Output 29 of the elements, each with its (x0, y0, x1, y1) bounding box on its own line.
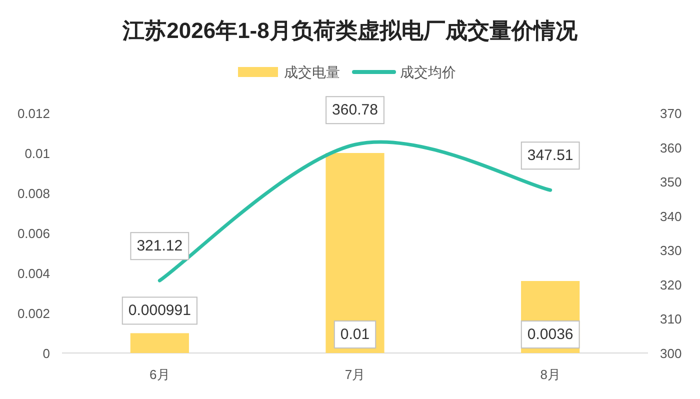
y2-tick-label: 340 (660, 208, 682, 224)
y-tick-label: 0.01 (24, 146, 50, 161)
legend-label: 成交电量 (284, 64, 340, 80)
y2-tick-label: 320 (660, 277, 682, 292)
data-label: 321.12 (136, 238, 183, 255)
y2-tick-label: 370 (660, 106, 682, 121)
y-tick-label: 0.002 (17, 306, 50, 321)
bar (130, 333, 189, 353)
data-label: 360.78 (332, 102, 378, 119)
y2-tick-label: 360 (660, 140, 682, 156)
data-label: 0.01 (340, 326, 370, 343)
x-tick-label: 8月 (540, 367, 560, 382)
y2-tick-label: 310 (660, 312, 682, 327)
chart-title: 江苏2026年1-8月负荷类虚拟电厂成交量价情况 (122, 18, 578, 43)
y2-tick-label: 350 (660, 174, 682, 190)
y-tick-label: 0.006 (17, 226, 50, 241)
y-tick-label: 0.012 (17, 106, 50, 121)
y-tick-label: 0.008 (17, 186, 50, 201)
bar (326, 153, 384, 353)
data-label: 347.51 (527, 147, 574, 164)
y2-tick-label: 330 (660, 243, 682, 258)
x-tick-label: 6月 (150, 367, 170, 382)
y2-tick-label: 300 (660, 346, 682, 361)
data-label: 0.000991 (128, 302, 191, 320)
x-tick-label: 7月 (344, 367, 366, 382)
y-tick-label: 0.004 (17, 266, 50, 281)
legend-label: 成交均价 (400, 64, 456, 80)
data-label: 0.0036 (527, 326, 574, 343)
y-tick-label: 0 (42, 346, 50, 361)
